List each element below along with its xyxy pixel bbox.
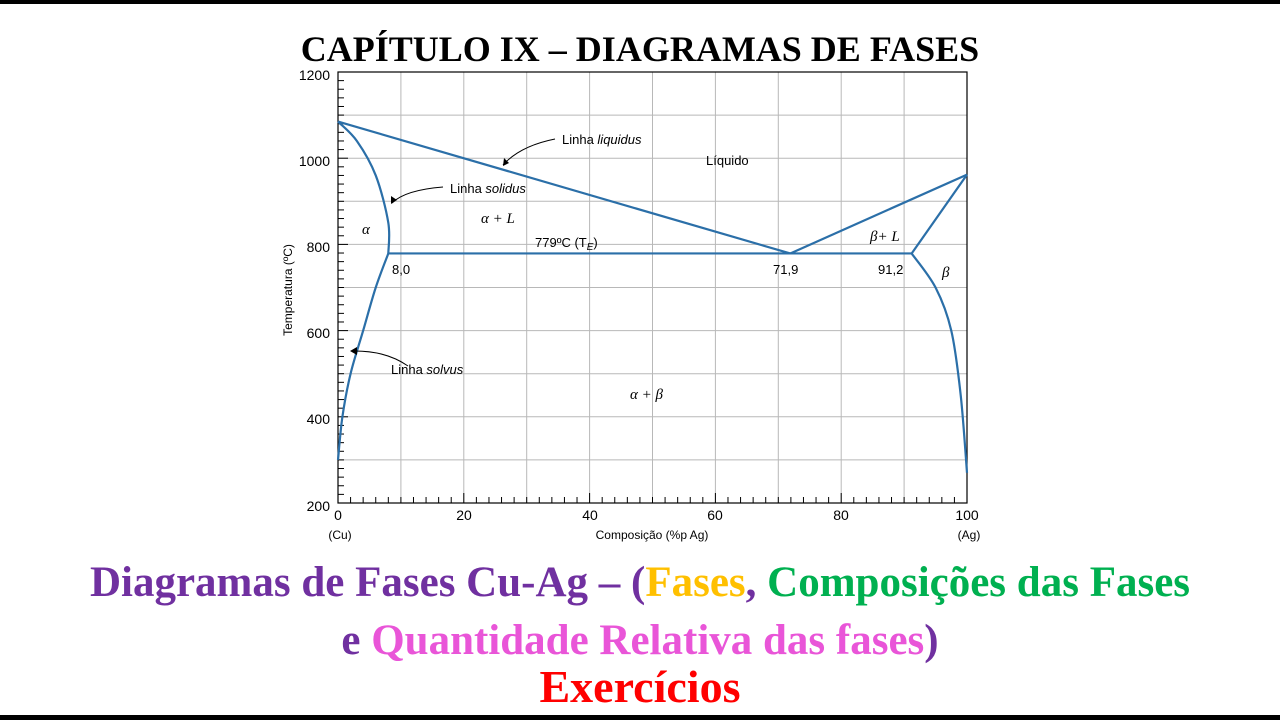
liquidus-label-prefix: Linha <box>562 132 597 147</box>
alpha-region-label: α <box>362 222 371 238</box>
arrowhead <box>503 158 509 166</box>
liquidus-label: Linha liquidus <box>562 132 642 147</box>
liquidus-label-italic: liquidus <box>597 132 642 147</box>
eutectic-temperature-label: 779ºC (TE) <box>535 235 598 253</box>
subtitle-line-2: e Quantidade Relativa das fases) <box>0 616 1280 666</box>
plot-frame <box>337 71 968 504</box>
y-tick-label: 400 <box>307 411 331 427</box>
x-tick-label: 60 <box>707 507 723 523</box>
beta-solvus-curve <box>910 252 969 473</box>
subtitle-composicoes: Composições das Fases <box>767 559 1191 606</box>
liquidus-left-curve <box>337 120 791 255</box>
x-end-label-cu: (Cu) <box>328 528 351 542</box>
eutectic-temp-text: 779ºC (T <box>535 235 587 250</box>
comp-beta-label: 91,2 <box>878 262 903 277</box>
subtitle-fases: Fases <box>645 559 746 606</box>
subtitle-comma: , <box>745 559 768 606</box>
x-end-label-ag: (Ag) <box>958 528 981 542</box>
solidus-leader-arrow <box>391 186 444 204</box>
y-tick-label: 800 <box>307 239 331 255</box>
y-tick-label: 200 <box>307 498 331 514</box>
top-border <box>0 0 1280 4</box>
phase-boundaries <box>336 120 969 473</box>
arrowhead <box>350 347 357 355</box>
solvus-label-italic: solvus <box>426 362 463 377</box>
y-tick-label: 1200 <box>299 67 330 83</box>
comp-alpha-label: 8,0 <box>392 262 410 277</box>
subtitle-close-paren: ) <box>924 617 939 664</box>
chapter-title: CAPÍTULO IX – DIAGRAMAS DE FASES <box>300 29 980 69</box>
liquidus-right-curve <box>789 173 968 255</box>
bottom-border <box>0 715 1280 720</box>
eutectic-temp-close: ) <box>593 235 597 250</box>
comp-eutectic-label: 71,9 <box>773 262 798 277</box>
subtitle-e: e <box>341 617 372 664</box>
x-axis-label: Composição (%p Ag) <box>596 528 709 542</box>
y-tick-label: 600 <box>307 325 331 341</box>
exercises-heading: Exercícios <box>539 661 741 712</box>
liquid-region-label: Líquido <box>706 153 749 168</box>
solvus-label: Linha solvus <box>391 362 464 377</box>
solvus-label-prefix: Linha <box>391 362 426 377</box>
beta-solidus-curve <box>910 173 968 255</box>
beta-region-label: β <box>941 265 950 281</box>
x-tick-label: 20 <box>456 507 472 523</box>
alpha-solidus-curve <box>337 120 391 254</box>
beta-liquid-region-label: β+ L <box>869 229 900 245</box>
x-tick-label: 40 <box>582 507 598 523</box>
solidus-label-italic: solidus <box>485 181 526 196</box>
eutectic-temp-subscript: E <box>587 242 594 253</box>
liquidus-leader-arrow <box>502 138 556 166</box>
solidus-label: Linha solidus <box>450 181 526 196</box>
x-tick-label: 100 <box>955 507 979 523</box>
subtitle-part-main: Diagramas de Fases Cu-Ag – ( <box>89 559 646 606</box>
solidus-label-prefix: Linha <box>450 181 485 196</box>
subtitle-quantidade: Quantidade Relativa das fases <box>371 617 925 664</box>
y-axis-label: Temperatura (ºC) <box>281 244 295 336</box>
phase-diagram: 0 20 40 60 80 100 200 400 600 800 1000 1… <box>281 67 981 542</box>
x-tick-label: 80 <box>833 507 849 523</box>
arrowhead <box>391 196 397 204</box>
alpha-solvus-curve <box>336 253 390 461</box>
grid-lines <box>338 72 967 503</box>
x-tick-label: 0 <box>334 507 342 523</box>
y-tick-label: 1000 <box>299 153 330 169</box>
alpha-liquid-region-label: α + L <box>481 211 515 227</box>
alpha-beta-region-label: α + β <box>630 387 663 403</box>
subtitle-line-1: Diagramas de Fases Cu-Ag – (Fases, Compo… <box>0 558 1280 608</box>
